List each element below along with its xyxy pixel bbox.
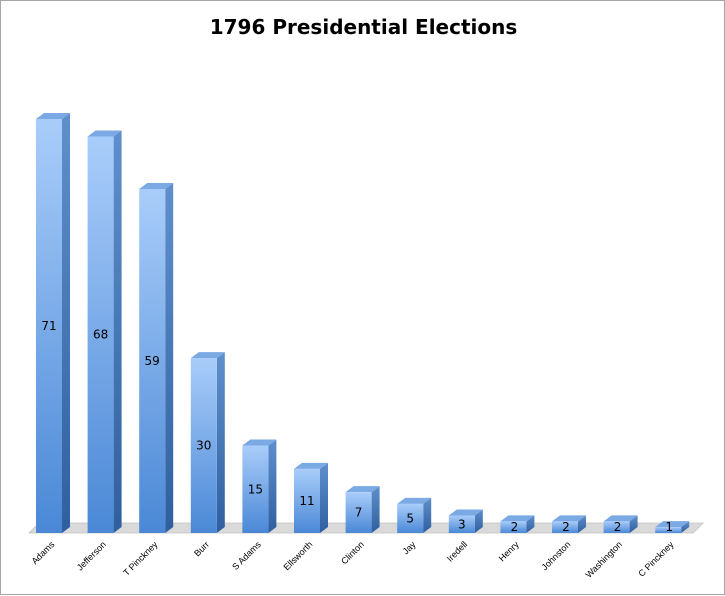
bar-side — [268, 439, 277, 533]
tick-label: Johnston — [540, 539, 573, 572]
bar-side — [320, 462, 328, 533]
data-label: 68 — [93, 328, 108, 342]
tick-label: Ellsworth — [282, 539, 315, 572]
bar-front — [242, 445, 269, 533]
bar-johnston — [552, 515, 586, 533]
bar-front — [87, 136, 114, 533]
bar-henry — [500, 515, 535, 533]
tick-label: Henry — [497, 539, 521, 563]
bar-cap — [242, 439, 277, 446]
bar-t-pinckney — [139, 182, 174, 533]
bar-burr — [190, 352, 225, 533]
bar-side — [62, 113, 70, 533]
tick-label: Burr — [192, 539, 211, 558]
bar-cap — [345, 486, 380, 493]
bar-jefferson — [87, 130, 122, 533]
data-label: 30 — [196, 439, 211, 453]
data-label: 2 — [511, 520, 519, 534]
bar-cap — [500, 515, 535, 522]
bar-cap — [294, 462, 328, 469]
bar-front — [603, 521, 630, 533]
bar-cap — [36, 113, 70, 119]
bar-cap — [397, 497, 432, 504]
tick-label: Clinton — [339, 539, 366, 566]
bar-side — [165, 182, 174, 533]
bar-s-adams — [242, 439, 277, 533]
bar-side — [113, 130, 122, 533]
data-label: 11 — [299, 494, 314, 508]
bar-c-pinckney — [655, 521, 690, 533]
bar-iredell — [448, 509, 483, 533]
bar-cap — [655, 521, 690, 528]
tick-label: Iredell — [445, 539, 469, 563]
tick-label: Adams — [30, 539, 57, 566]
bar-cap — [87, 130, 122, 137]
bar-washington — [603, 515, 638, 533]
bar-front — [190, 358, 217, 533]
bar-cap — [139, 182, 174, 189]
bar-front — [500, 521, 527, 533]
data-label: 3 — [458, 517, 466, 531]
bar-front — [552, 521, 578, 533]
bar-side — [474, 509, 483, 533]
bar-front — [294, 468, 320, 533]
category-labels-group: Adams Jefferson T Pinckney Burr S Adams Ellsw… — [30, 539, 676, 580]
tick-label: Jefferson — [75, 539, 108, 572]
bar-front — [448, 515, 475, 533]
chart-title: 1796 Presidential Elections — [209, 15, 518, 39]
data-label: 71 — [41, 319, 56, 333]
bar-cap — [448, 509, 483, 516]
bar-side — [216, 352, 225, 533]
bar-front — [397, 503, 424, 533]
bar-ellsworth — [294, 462, 328, 533]
bar-side — [629, 515, 638, 533]
bar-front — [345, 492, 372, 533]
tick-label: C Pinckney — [636, 539, 676, 579]
bar-adams — [36, 113, 70, 533]
bar-side — [423, 497, 432, 533]
data-label: 5 — [406, 511, 414, 525]
bar-side — [526, 515, 535, 533]
bar-front — [36, 119, 62, 533]
data-label: 1 — [665, 520, 673, 534]
bar-cap — [552, 515, 586, 522]
tick-label: Washington — [584, 539, 624, 579]
data-label: 7 — [355, 506, 363, 520]
bar-cap — [190, 352, 225, 359]
bar-side — [371, 486, 380, 533]
bar-jay — [397, 497, 432, 533]
bar-front — [655, 527, 682, 533]
bar-side — [578, 515, 586, 533]
data-label: 59 — [145, 354, 160, 368]
bars-group — [36, 113, 690, 533]
tick-label: T Pinckney — [121, 539, 160, 578]
tick-label: S Adams — [230, 539, 263, 572]
bar-cap — [603, 515, 638, 522]
bar-clinton — [345, 486, 380, 533]
value-labels-group: 71 68 59 30 15 11 7 5 3 2 2 2 1 — [41, 319, 673, 534]
bar-front — [139, 188, 166, 533]
data-label: 2 — [562, 520, 570, 534]
data-label: 2 — [614, 520, 622, 534]
tick-label: Jay — [401, 539, 418, 556]
bar-side — [681, 521, 690, 533]
data-label: 15 — [248, 482, 263, 496]
